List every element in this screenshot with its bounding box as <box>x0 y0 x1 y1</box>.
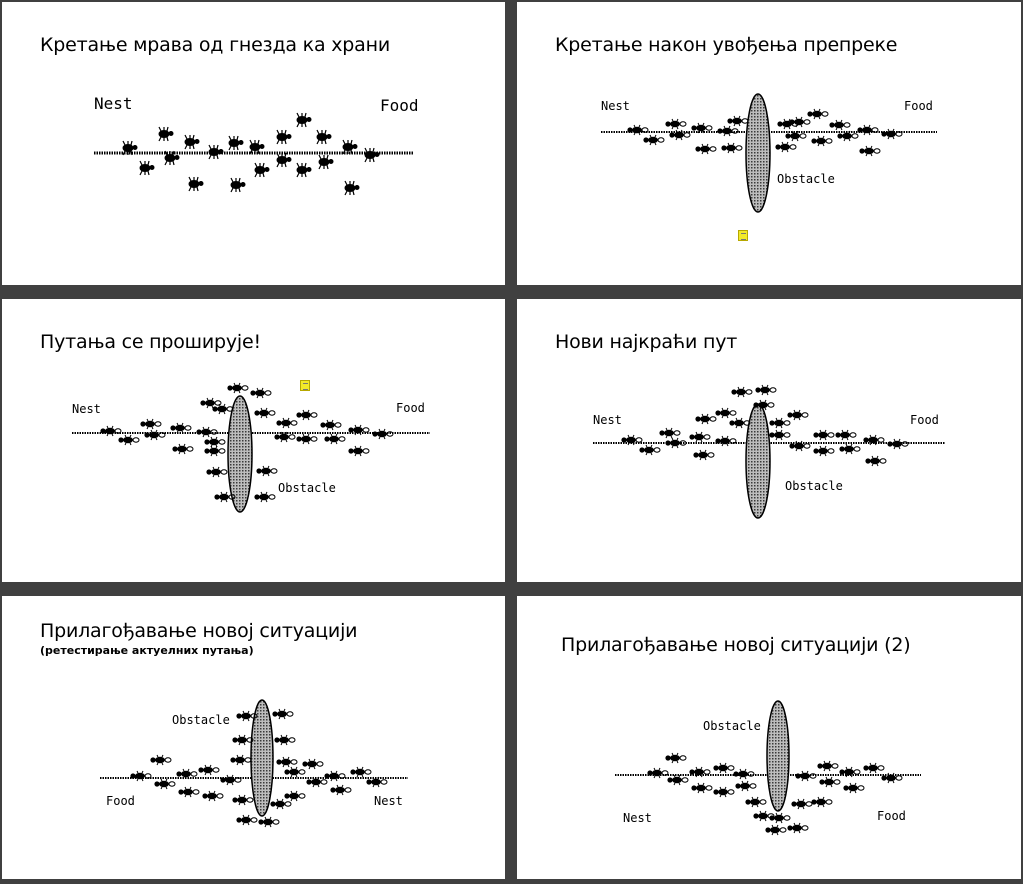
ant-path-diagram: Obstacle Food Nest <box>100 699 408 828</box>
slide-3[interactable]: Путања се проширује! Nest Food Obstacle <box>2 299 505 582</box>
slide-4[interactable]: Нови најкраћи пут Nest Food Obstacle <box>517 299 1021 582</box>
food-label: Food <box>380 96 419 115</box>
slide-1[interactable]: Кретање мрава од гнезда ка храни Nest Fo… <box>2 2 505 285</box>
slide-2[interactable]: Кретање након увођења препреке Nest Food… <box>517 2 1021 285</box>
obstacle-label: Obstacle <box>777 172 835 186</box>
obstacle-label: Obstacle <box>278 481 336 495</box>
slide-5[interactable]: Прилагођавање новој ситуацији (ретестира… <box>2 596 505 879</box>
ant-path-diagram: Obstacle Nest Food <box>615 700 921 836</box>
obstacle-label: Obstacle <box>172 713 230 727</box>
food-label: Food <box>910 413 939 427</box>
food-label: Food <box>904 99 933 113</box>
food-label: Food <box>877 809 906 823</box>
sticky-note-icon[interactable] <box>738 230 748 241</box>
obstacle-shape <box>250 699 274 817</box>
obstacle-shape <box>766 700 790 812</box>
ant-path-diagram: Nest Food Obstacle <box>601 93 937 213</box>
slide-title: Кретање мрава од гнезда ка храни <box>40 34 390 56</box>
ant-path-diagram: Nest Food Obstacle <box>72 382 430 513</box>
obstacle-shape <box>745 93 771 213</box>
nest-label: Nest <box>374 794 403 808</box>
slide-title: Прилагођавање новој ситуацији <box>40 620 358 642</box>
sticky-note-icon[interactable] <box>300 380 310 391</box>
slide-title: Нови најкраћи пут <box>555 331 738 353</box>
nest-label: Nest <box>601 99 630 113</box>
nest-label: Nest <box>593 413 622 427</box>
ant-path-diagram: Nest Food <box>94 94 419 196</box>
ant-path-diagram: Nest Food Obstacle <box>593 384 945 519</box>
food-label: Food <box>396 401 425 415</box>
obstacle-label: Obstacle <box>785 479 843 493</box>
ant-icon <box>121 112 381 196</box>
slide-subtitle: (ретестирање актуелних путања) <box>40 644 254 657</box>
slide-title: Прилагођавање новој ситуацији (2) <box>561 634 911 656</box>
obstacle-shape <box>227 395 253 513</box>
obstacle-label: Obstacle <box>703 719 761 733</box>
nest-label: Nest <box>94 94 133 113</box>
nest-label: Nest <box>623 811 652 825</box>
slide-title: Кретање након увођења препреке <box>555 34 898 56</box>
slide-title: Путања се проширује! <box>40 331 261 353</box>
slide-6[interactable]: Прилагођавање новој ситуацији (2) Obstac… <box>517 596 1021 879</box>
food-label: Food <box>106 794 135 808</box>
nest-label: Nest <box>72 402 101 416</box>
